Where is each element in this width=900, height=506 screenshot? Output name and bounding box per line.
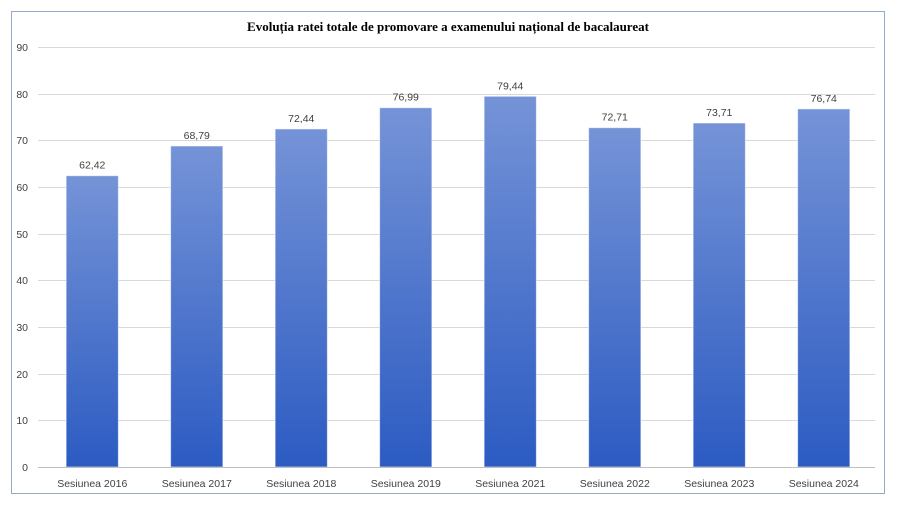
data-label: 73,71	[706, 107, 732, 119]
y-tick-label: 0	[22, 462, 28, 474]
bar	[588, 127, 642, 468]
x-tick-label: Sesiunea 2016	[57, 478, 127, 490]
y-tick-label: 10	[16, 415, 28, 427]
data-label: 72,71	[602, 112, 628, 124]
bar	[379, 107, 433, 468]
x-tick-label: Sesiunea 2023	[684, 478, 754, 490]
x-tick-label: Sesiunea 2017	[162, 478, 232, 490]
data-labels: 62,42 68,79 72,44 76,99 79,44 72,71 73,71 76,74	[79, 80, 837, 171]
y-tick-label: 80	[16, 89, 28, 101]
bar	[274, 128, 328, 468]
y-tick-label: 70	[16, 135, 28, 147]
data-label: 68,79	[184, 130, 210, 142]
x-axis: Sesiunea 2016 Sesiunea 2017 Sesiunea 2018 S…	[38, 467, 875, 490]
bar	[692, 122, 746, 468]
x-tick-label: Sesiunea 2024	[789, 478, 859, 490]
bar	[65, 175, 119, 468]
data-label: 79,44	[497, 80, 523, 92]
data-label: 76,99	[393, 92, 419, 104]
y-tick-label: 90	[16, 42, 28, 54]
y-tick-label: 40	[16, 275, 28, 287]
x-tick-label: Sesiunea 2019	[371, 478, 441, 490]
chart-title: Evoluția ratei totale de promovare a exa…	[247, 19, 650, 35]
data-label: 62,42	[79, 160, 105, 172]
chart-border	[11, 11, 885, 494]
y-axis: 0 10 20 30 40 50 60 70 80 90	[16, 42, 28, 474]
x-tick-label: Sesiunea 2021	[475, 478, 545, 490]
bars	[65, 95, 851, 468]
bar	[483, 95, 537, 468]
y-tick-label: 20	[16, 369, 28, 381]
y-tick-label: 30	[16, 322, 28, 334]
y-tick-label: 60	[16, 182, 28, 194]
data-label: 76,74	[811, 93, 837, 105]
data-label: 72,44	[288, 113, 314, 125]
bar	[170, 145, 224, 468]
y-tick-label: 50	[16, 229, 28, 241]
bar	[797, 108, 851, 468]
x-tick-label: Sesiunea 2022	[580, 478, 650, 490]
x-tick-label: Sesiunea 2018	[266, 478, 336, 490]
